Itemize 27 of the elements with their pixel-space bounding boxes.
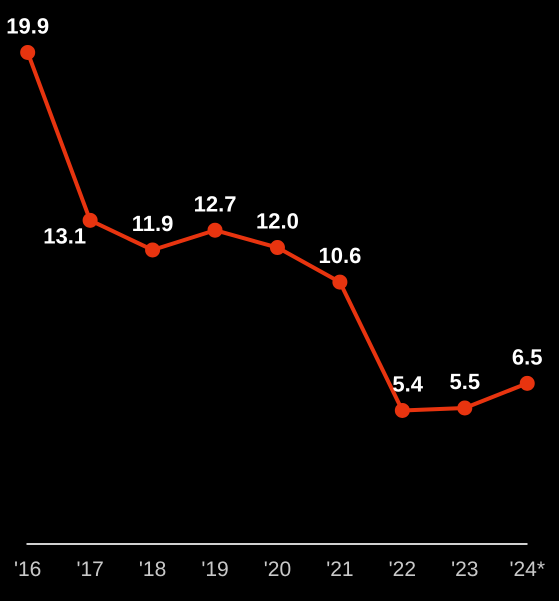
data-label: 10.6: [318, 243, 362, 268]
x-tick-label: '24*: [509, 558, 546, 582]
x-tick-label: '16: [14, 558, 42, 582]
point: [394, 402, 410, 418]
point: [520, 376, 535, 391]
x-tick-label: '22: [388, 558, 416, 582]
point: [145, 242, 160, 258]
data-label: 12.7: [194, 191, 236, 216]
data-label: 5.4: [392, 372, 424, 397]
data-label: 19.9: [6, 14, 50, 39]
data-label: 5.5: [449, 369, 480, 394]
point: [208, 222, 223, 238]
x-tick-label: '21: [326, 558, 354, 582]
data-label: 12.0: [256, 208, 299, 234]
point: [332, 274, 348, 290]
x-tick-label: '17: [76, 558, 104, 582]
x-tick-label: '23: [451, 558, 478, 582]
point: [20, 44, 36, 60]
point: [82, 212, 98, 228]
x-tick-label: '20: [264, 558, 292, 582]
x-tick-label: '19: [201, 558, 229, 582]
x-tick-label: '18: [138, 558, 166, 582]
point: [457, 400, 472, 416]
data-label: 13.1: [43, 223, 86, 248]
data-label: 6.5: [512, 344, 543, 370]
data-label: 11.9: [132, 211, 174, 236]
point: [270, 240, 285, 256]
